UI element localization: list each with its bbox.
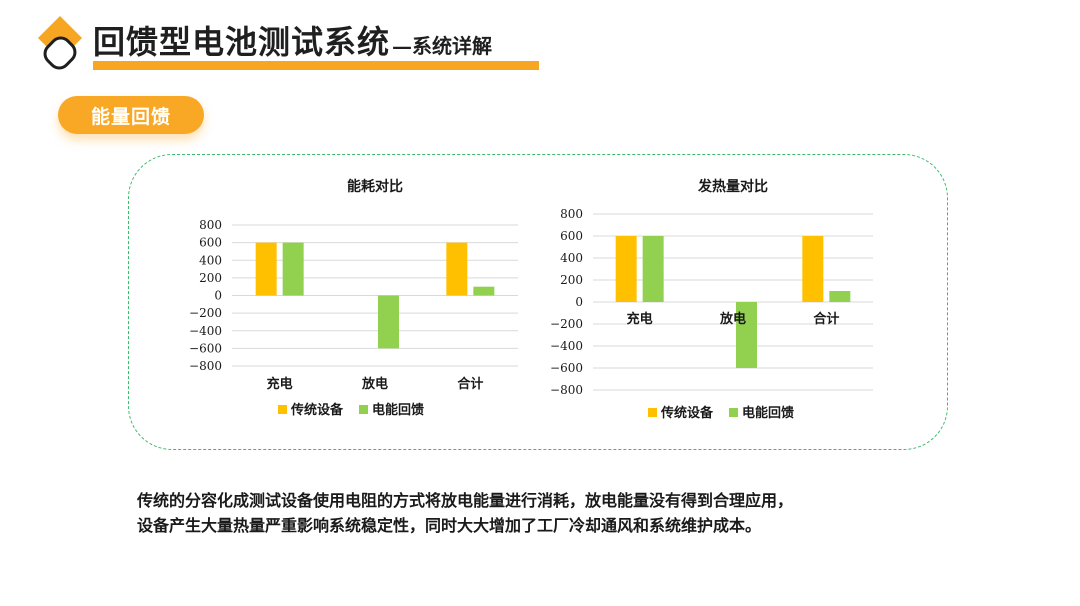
y-tick-label: 800 [199,218,222,232]
bar-traditional [615,236,637,302]
page-header: 回馈型电池测试系统 —系统详解 [93,12,492,58]
diamond-logo-icon [38,16,82,70]
category-label: 放电 [361,376,388,392]
y-tick-label: −400 [189,324,222,338]
y-tick-label: 200 [560,273,583,287]
bar-feedback [642,236,664,302]
chart-title: 发热量对比 [697,178,768,195]
description-line-2: 设备产生大量热量严重影响系统稳定性，同时大大增加了工厂冷却通风和系统维护成本。 [137,516,762,535]
description-line-1: 传统的分容化成测试设备使用电阻的方式将放电能量进行消耗，放电能量没有得到合理应用… [137,491,794,510]
y-tick-label: 0 [575,295,583,309]
y-tick-label: −400 [550,339,583,353]
legend-swatch [648,408,657,417]
section-badge: 能量回馈 [58,96,204,134]
y-tick-label: −800 [189,359,222,373]
legend-label: 电能回馈 [742,405,794,421]
energy-consumption-chart: 能耗对比 800 600 400 200 0 −200 −400 −600 −800 充电 放电 合计传… [189,178,518,418]
bar-feedback [473,286,495,296]
page-subtitle: —系统详解 [392,34,493,58]
bar-traditional [802,236,824,302]
chart-title: 能耗对比 [347,178,403,195]
bar-traditional [446,242,468,296]
charts-frame [128,154,948,450]
category-label: 合计 [457,376,483,392]
y-tick-label: 400 [199,253,222,267]
y-tick-label: −800 [550,383,583,397]
y-tick-label: −200 [189,306,222,320]
y-tick-label: −600 [189,341,222,355]
legend-swatch [729,408,738,417]
bar-feedback [378,295,399,349]
category-label: 充电 [627,311,653,327]
legend-label: 传统设备 [290,402,344,418]
bar-feedback [282,242,304,296]
legend-label: 传统设备 [660,405,714,421]
y-tick-label: 0 [214,289,222,303]
title-underline [93,61,539,70]
heat-comparison-chart: 发热量对比 800 600 400 200 0 −200 −400 −600 −800 充电 放电 合计… [550,178,873,421]
legend-swatch [359,405,368,414]
page-title: 回馈型电池测试系统 [93,23,391,61]
y-tick-label: 400 [560,251,583,265]
bar-feedback [736,302,757,368]
category-label: 充电 [267,376,293,392]
bar-feedback [829,291,851,302]
category-label: 合计 [813,311,839,327]
y-tick-label: 200 [199,271,222,285]
legend-swatch [278,405,287,414]
y-tick-label: 800 [560,207,583,221]
bar-traditional [255,242,277,296]
description-text: 传统的分容化成测试设备使用电阻的方式将放电能量进行消耗，放电能量没有得到合理应用… [137,488,967,538]
category-label: 放电 [719,311,746,327]
y-tick-label: −200 [550,317,583,331]
y-tick-label: 600 [560,229,583,243]
legend-label: 电能回馈 [372,402,424,418]
y-tick-label: −600 [550,361,583,375]
y-tick-label: 600 [199,236,222,250]
